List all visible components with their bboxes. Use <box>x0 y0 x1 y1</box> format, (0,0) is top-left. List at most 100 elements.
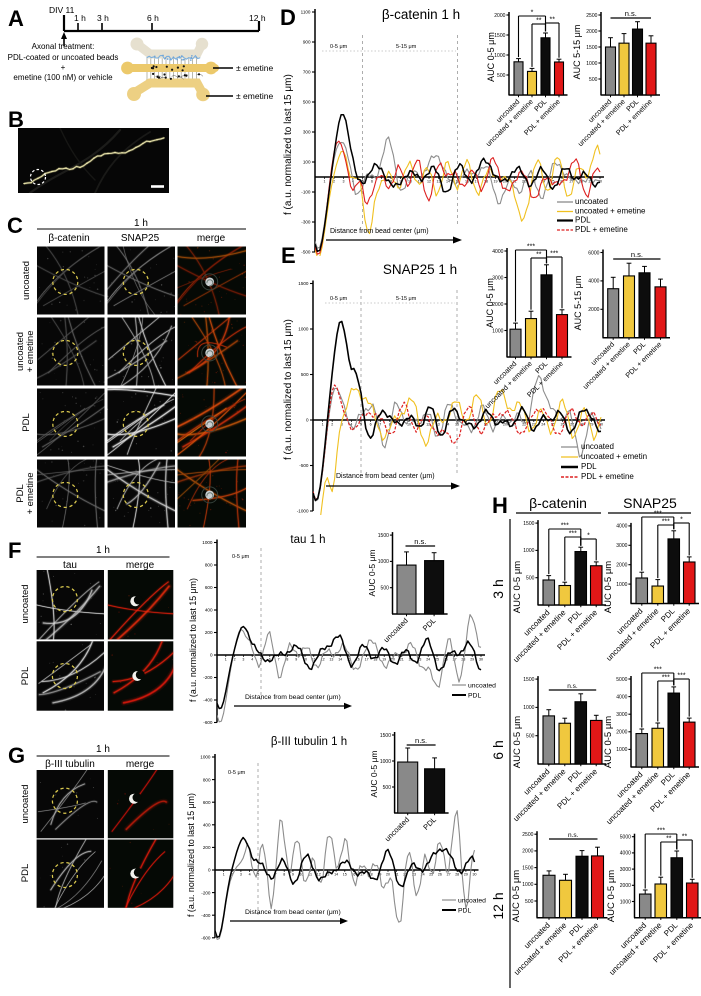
svg-text:6: 6 <box>269 658 271 662</box>
svg-text:n.s.: n.s. <box>568 832 579 839</box>
svg-text:17: 17 <box>365 658 369 662</box>
svg-text:Distance from bead center (μm): Distance from bead center (μm) <box>245 694 341 701</box>
svg-text:2: 2 <box>331 423 333 427</box>
svg-text:0-5 μm: 0-5 μm <box>330 44 348 50</box>
svg-text:SNAP25 1 h: SNAP25 1 h <box>383 262 457 277</box>
svg-text:D: D <box>280 5 296 30</box>
svg-text:AUC 0-5 μm: AUC 0-5 μm <box>369 751 379 798</box>
svg-text:21: 21 <box>513 423 517 427</box>
svg-text:4000: 4000 <box>492 249 503 255</box>
svg-text:β-III tubulin: β-III tubulin <box>45 759 95 770</box>
svg-text:800: 800 <box>205 563 213 568</box>
svg-text:6: 6 <box>370 423 372 427</box>
svg-text:PDL: PDL <box>575 216 591 225</box>
svg-text:merge: merge <box>197 233 226 244</box>
svg-text:1000: 1000 <box>202 540 213 545</box>
svg-text:4000: 4000 <box>588 279 599 285</box>
svg-text:AUC 0-5 μm: AUC 0-5 μm <box>511 870 522 923</box>
svg-text:23: 23 <box>532 423 536 427</box>
svg-text:12 h: 12 h <box>490 892 506 919</box>
svg-text:13: 13 <box>325 873 329 877</box>
svg-text:± emetine: ± emetine <box>236 91 274 101</box>
svg-text:3000: 3000 <box>620 867 631 873</box>
svg-text:-500: -500 <box>301 250 311 255</box>
svg-text:1000: 1000 <box>620 899 631 905</box>
svg-text:1100: 1100 <box>301 10 311 15</box>
svg-text:uncoated: uncoated <box>575 197 608 206</box>
svg-text:600: 600 <box>205 585 213 590</box>
svg-text:f (a.u. normalized to last 15: f (a.u. normalized to last 15 μm) <box>186 793 196 917</box>
svg-text:uncoated: uncoated <box>20 784 31 823</box>
svg-text:3: 3 <box>343 180 345 184</box>
svg-text:15: 15 <box>343 873 347 877</box>
svg-text:2: 2 <box>333 180 335 184</box>
svg-text:1000: 1000 <box>492 328 503 334</box>
svg-text:AUC 0-5 μm: AUC 0-5 μm <box>485 278 495 328</box>
svg-text:1 h: 1 h <box>96 545 110 556</box>
svg-text:3 h: 3 h <box>97 13 109 23</box>
svg-text:1000: 1000 <box>616 747 627 753</box>
svg-text:13: 13 <box>436 423 440 427</box>
svg-text:20: 20 <box>503 180 507 184</box>
svg-text:β-catenin: β-catenin <box>529 495 587 511</box>
svg-text:9: 9 <box>292 873 294 877</box>
svg-text:21: 21 <box>395 873 399 877</box>
svg-text:5-15 μm: 5-15 μm <box>396 44 417 50</box>
svg-text:uncoated: uncoated <box>15 332 26 371</box>
svg-text:29: 29 <box>464 873 468 877</box>
svg-text:29: 29 <box>589 180 593 184</box>
svg-text:SNAP25: SNAP25 <box>623 495 677 511</box>
svg-text:500: 500 <box>525 899 534 905</box>
svg-text:AUC 0-5 μm: AUC 0-5 μm <box>603 716 614 769</box>
svg-text:***: *** <box>657 828 665 835</box>
svg-text:16: 16 <box>351 873 355 877</box>
svg-text:19: 19 <box>382 658 386 662</box>
svg-text:f (a.u. normalized to last 15: f (a.u. normalized to last 15 μm) <box>283 319 294 460</box>
svg-text:uncoated: uncoated <box>468 683 496 690</box>
svg-text:200: 200 <box>203 845 211 850</box>
svg-text:tau: tau <box>63 560 77 571</box>
svg-text:1000: 1000 <box>378 559 389 565</box>
svg-text:2: 2 <box>234 658 236 662</box>
svg-text:22: 22 <box>409 658 413 662</box>
svg-text:5: 5 <box>360 423 362 427</box>
svg-text:5000: 5000 <box>620 835 631 841</box>
svg-text:27: 27 <box>570 180 574 184</box>
svg-text:4: 4 <box>251 658 253 662</box>
svg-text:12: 12 <box>426 423 430 427</box>
svg-text:2000: 2000 <box>620 883 631 889</box>
svg-text:AUC 0-5 μm: AUC 0-5 μm <box>367 550 377 597</box>
svg-text:DIV 11: DIV 11 <box>49 5 75 15</box>
svg-text:A: A <box>8 6 24 31</box>
svg-text:1500: 1500 <box>494 33 505 39</box>
svg-text:25: 25 <box>551 180 555 184</box>
svg-text:2500: 2500 <box>522 832 533 838</box>
svg-text:2000: 2000 <box>492 302 503 308</box>
svg-text:23: 23 <box>412 873 416 877</box>
svg-text:14: 14 <box>338 658 342 662</box>
svg-text:1: 1 <box>223 873 225 877</box>
svg-text:+ emetine: + emetine <box>25 331 36 373</box>
svg-text:26: 26 <box>561 423 565 427</box>
svg-text:4000: 4000 <box>620 851 631 857</box>
svg-text:3 h: 3 h <box>490 579 506 598</box>
svg-text:9: 9 <box>400 180 402 184</box>
svg-text:10: 10 <box>300 873 304 877</box>
svg-text:n.s.: n.s. <box>631 250 643 259</box>
svg-text:8: 8 <box>390 180 392 184</box>
svg-text:*: * <box>587 533 590 540</box>
svg-text:2000: 2000 <box>616 730 627 736</box>
svg-text:1500: 1500 <box>298 281 309 286</box>
svg-text:2000: 2000 <box>494 13 505 19</box>
svg-text:0: 0 <box>210 653 213 658</box>
svg-text:*: * <box>680 517 683 524</box>
svg-text:-600: -600 <box>201 936 211 941</box>
svg-text:1000: 1000 <box>586 61 597 67</box>
svg-text:1500: 1500 <box>523 521 534 527</box>
svg-text:AUC 0-5 μm: AUC 0-5 μm <box>512 561 523 614</box>
svg-text:2500: 2500 <box>586 13 597 19</box>
svg-text:7: 7 <box>278 658 280 662</box>
svg-text:***: *** <box>561 523 569 530</box>
svg-text:500: 500 <box>303 100 311 105</box>
svg-text:AUC 0-5 μm: AUC 0-5 μm <box>486 32 496 82</box>
